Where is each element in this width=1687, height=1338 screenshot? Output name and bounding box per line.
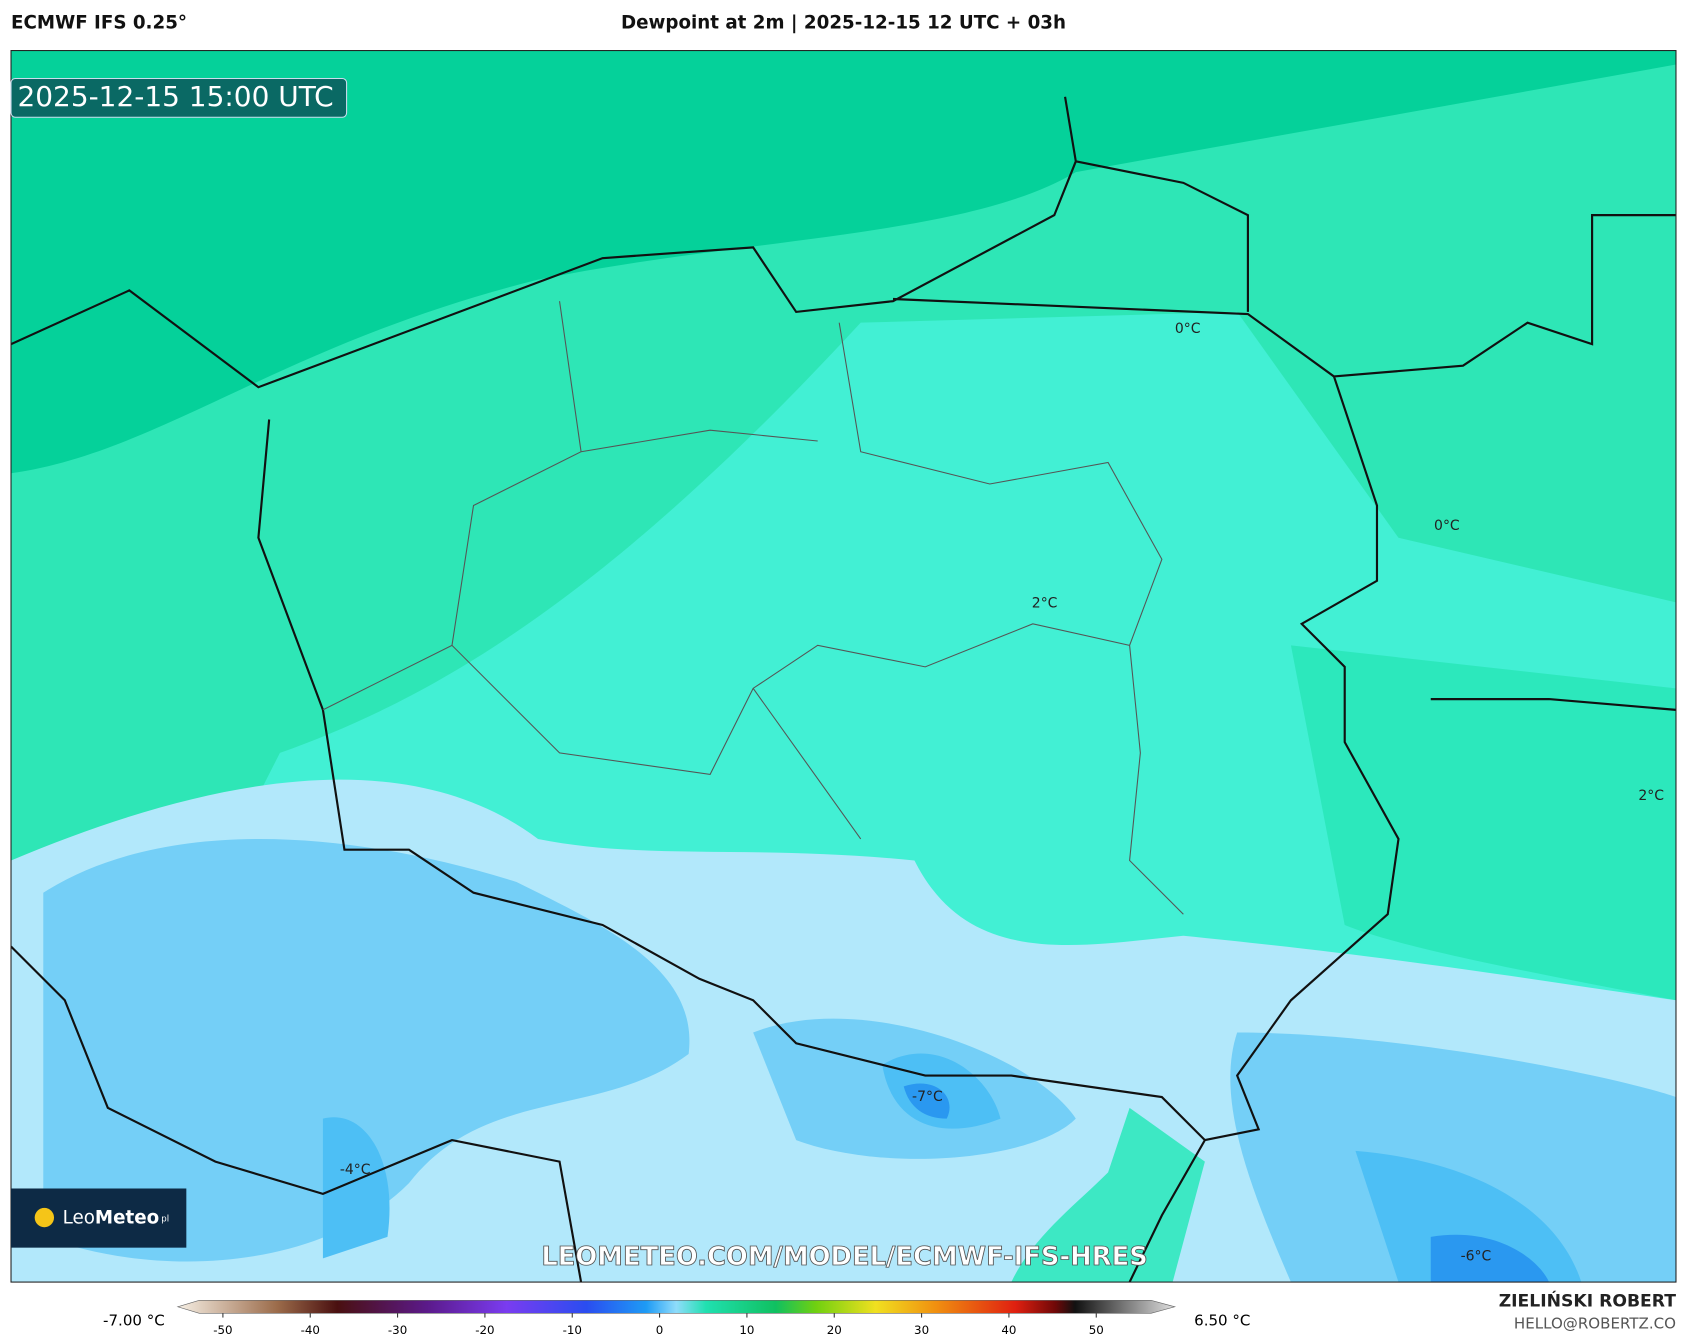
contour-label: -7°C <box>912 1089 943 1105</box>
model-title: ECMWF IFS 0.25° <box>11 13 187 34</box>
contour-label: -4°C <box>340 1162 371 1178</box>
timestamp-box <box>10 77 348 118</box>
contour-label: 0°C <box>1175 321 1201 337</box>
contour-label: 2°C <box>1638 788 1664 804</box>
colorbar-tick-label: -40 <box>301 1323 320 1337</box>
logo-part: Leo <box>63 1208 95 1229</box>
colorbar-tick-label: -30 <box>388 1323 407 1337</box>
colorbar-tick-label: 30 <box>914 1323 929 1337</box>
colorbar-tick-label: 50 <box>1089 1323 1104 1337</box>
map-frame <box>10 50 1677 1283</box>
colorbar-tick-label: 40 <box>1001 1323 1016 1337</box>
map <box>11 50 1676 1283</box>
colorbar-tick-label: 20 <box>827 1323 842 1337</box>
colorbar-tick-label: -50 <box>213 1323 232 1337</box>
logo-sun <box>34 1207 55 1228</box>
author: ZIELIŃSKI ROBERT <box>1499 1289 1677 1311</box>
colorbar-tick-label: -10 <box>563 1323 582 1337</box>
contour-label: 2°C <box>1032 595 1058 611</box>
chart-title: Dewpoint at 2m | 2025-12-15 12 UTC + 03h <box>621 13 1066 34</box>
colorbar-tick-label: 10 <box>739 1323 754 1337</box>
email: HELLO@ROBERTZ.CO <box>1514 1315 1676 1333</box>
contour-label: 0°C <box>1434 518 1460 534</box>
logo-text: LeoMeteo pl <box>63 1208 170 1229</box>
logo-part: Meteo <box>95 1208 159 1229</box>
colorbar <box>176 1300 1176 1314</box>
contour-label: -6°C <box>1461 1248 1492 1264</box>
logo-suffix: pl <box>161 1214 169 1224</box>
colorbar-min: -7.00 °C <box>103 1311 165 1329</box>
colorbar-tick-label: -20 <box>475 1323 494 1337</box>
colorbar-ticks: -50 -40 -30 -20 -10 0 10 20 30 40 50 <box>213 1313 1104 1337</box>
colorbar-max: 6.50 °C <box>1194 1311 1250 1329</box>
timestamp: 2025-12-15 15:00 UTC <box>17 80 333 113</box>
watermark: LEOMETEO.COM/MODEL/ECMWF-IFS-HRES <box>541 1242 1147 1272</box>
colorbar-tick-label: 0 <box>656 1323 664 1337</box>
